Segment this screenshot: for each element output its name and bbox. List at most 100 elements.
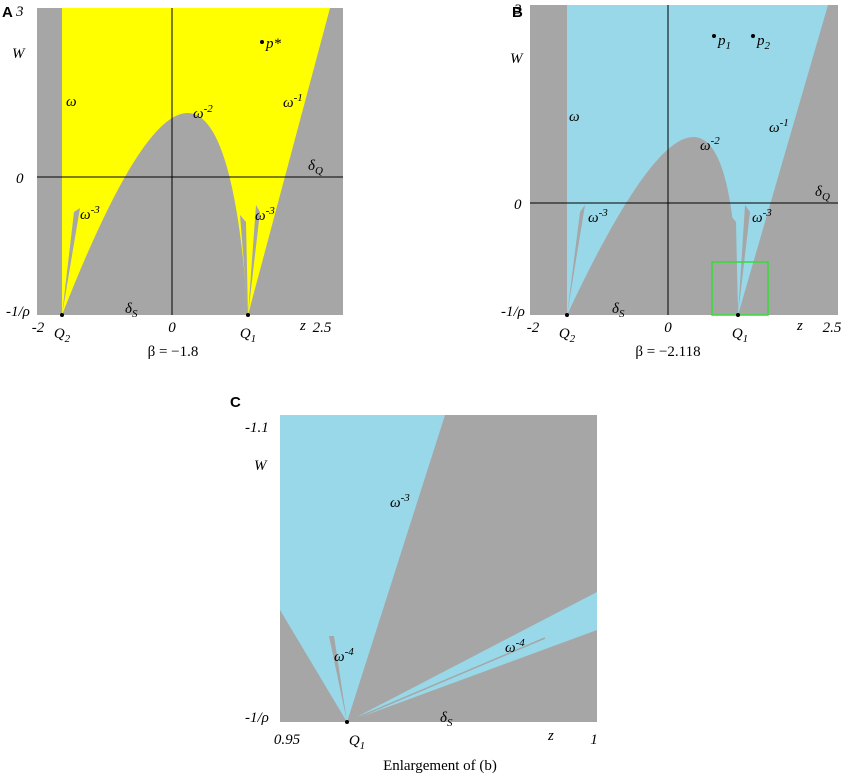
spike [240,205,260,315]
marker-label: p2 [756,33,771,52]
point [260,40,264,44]
point-label: Q1 [732,326,748,345]
label-base: p* [265,36,282,52]
label-subscript: S [447,717,453,729]
y-axis-label: W [254,458,268,474]
point [60,313,64,317]
label-base: p [756,33,765,49]
x-tick-label: -2 [527,320,540,336]
region-label: ω-3 [80,204,100,223]
label-base: Q [559,326,570,342]
label-superscript: -2 [711,135,721,147]
y-tick-label: -1/ρ [6,304,30,320]
label-base: Q [349,733,360,749]
x-tick-label: 0 [168,320,176,336]
label-superscript: -3 [266,205,276,217]
marker-label: p1 [717,33,731,52]
label-base: Q [240,326,251,342]
x-axis-label: z [796,318,803,334]
label-superscript: -3 [401,492,411,504]
label-subscript: Q [822,191,830,203]
label-base: p [717,33,726,49]
point [736,313,740,317]
point [751,34,755,38]
basin-region [347,592,597,722]
label-base: δ [815,184,823,200]
label-base: δ [612,301,620,317]
x-axis-label: z [547,728,554,744]
label-superscript: -3 [91,204,101,216]
spike [346,637,546,723]
spike [329,636,347,722]
x-axis-label: z [299,318,306,334]
label-superscript: -2 [204,103,214,115]
label-base: ω [255,208,266,224]
label-subscript: S [132,308,138,320]
x-tick-label: -2 [32,320,45,336]
point-label: Q1 [240,326,256,345]
y-tick-label: -1.1 [245,420,269,436]
basin-region [567,5,828,315]
label-base: δ [440,710,448,726]
boundary-label: δQ [308,158,323,177]
point-label: Q2 [54,326,71,345]
y-axis-label: W [510,51,524,67]
label-subscript: 1 [726,40,732,52]
label-base: ω [769,120,780,136]
y-tick-label: 0 [514,197,522,213]
region-label: ω-1 [283,92,303,111]
x-tick-label: 1 [590,732,598,748]
label-subscript: 2 [765,40,771,52]
boundary-label: δS [125,301,138,320]
label-base: ω [569,109,580,125]
point-label: Q1 [349,733,365,752]
point [712,34,716,38]
point [345,720,349,724]
point [246,313,250,317]
label-subscript: 1 [360,740,366,752]
point-label: Q2 [559,326,576,345]
y-tick-label: -1/ρ [501,304,525,320]
label-superscript: -1 [294,92,303,104]
y-axis-label: W [12,46,26,62]
basin-region [280,415,445,722]
label-base: Q [732,326,743,342]
region-label: ω-3 [390,492,410,511]
caption: β = −2.118 [635,344,700,360]
caption: Enlargement of (b) [383,758,497,774]
region-label: ω-1 [769,117,789,136]
x-tick-label: 0.95 [274,732,301,748]
x-tick-label: 2.5 [823,320,842,336]
x-tick-label: 2.5 [313,320,332,336]
region-label: ω-2 [700,135,720,154]
label-subscript: 1 [743,333,749,345]
label-subscript: 2 [570,333,576,345]
region-label: ω [66,94,77,110]
y-tick-label: 3 [513,2,522,18]
label-superscript: -4 [345,646,355,658]
label-subscript: 2 [65,333,71,345]
boundary-label: δS [440,710,453,729]
region-label: ω-4 [334,646,354,665]
label-base: ω [390,495,401,511]
label-subscript: 1 [251,333,257,345]
basin-region [62,8,330,315]
label-base: Q [54,326,65,342]
label-base: ω [283,95,294,111]
label-base: ω [80,207,91,223]
label-subscript: Q [315,165,323,177]
spike [62,208,80,315]
label-base: ω [334,649,345,665]
label-base: δ [125,301,133,317]
region-label: ω-3 [255,205,275,224]
spike [567,205,585,315]
y-tick-label: -1/ρ [245,710,269,726]
region-label: ω-4 [505,637,525,656]
region-label: ω-3 [752,207,772,226]
x-tick-label: 0 [664,320,672,336]
y-tick-label: 0 [16,171,24,187]
